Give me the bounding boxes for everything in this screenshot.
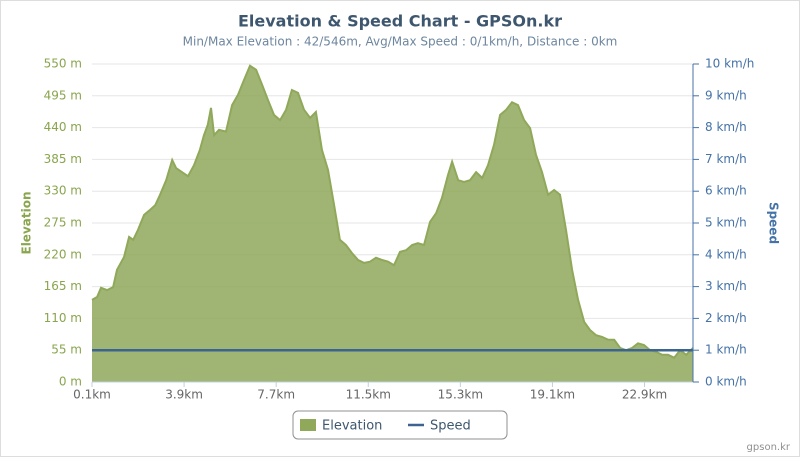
y2-tick-label: 8 km/h	[705, 120, 747, 134]
elevation-line	[91, 64, 694, 359]
x-tick-label: 19.1km	[530, 388, 575, 402]
y2-tick-label: 5 km/h	[705, 216, 747, 230]
y-tick-label: 165 m	[44, 279, 82, 293]
y2-axis-title: Speed	[767, 202, 781, 244]
y-tick-label: 275 m	[44, 216, 82, 230]
y-tick-label: 0 m	[59, 375, 82, 389]
y2-tick-label: 0 km/h	[705, 375, 747, 389]
y2-tick-label: 10 km/h	[705, 57, 754, 71]
y-tick-label: 220 m	[44, 247, 82, 261]
legend-label: Speed	[430, 419, 471, 434]
y2-tick-label: 9 km/h	[705, 88, 747, 102]
legend-label: Elevation	[322, 419, 382, 434]
legend-box	[292, 410, 508, 440]
elevation-area	[92, 65, 693, 382]
x-tick-label: 0.1km	[73, 388, 111, 402]
legend-symbol	[300, 419, 316, 431]
y-tick-label: 110 m	[44, 311, 82, 325]
y2-tick-label: 3 km/h	[705, 279, 747, 293]
y-tick-label: 495 m	[44, 88, 82, 102]
x-tick-label: 15.3km	[438, 388, 483, 402]
chart-title: Elevation & Speed Chart - GPSOn.kr	[238, 12, 562, 31]
y-tick-label: 440 m	[44, 120, 82, 134]
y2-tick-label: 4 km/h	[705, 247, 747, 261]
x-tick-label: 11.5km	[346, 388, 391, 402]
y2-tick-label: 1 km/h	[705, 343, 747, 357]
x-tick-label: 22.9km	[622, 388, 667, 402]
y2-tick-label: 6 km/h	[705, 184, 747, 198]
y2-tick-label: 7 km/h	[705, 152, 747, 166]
x-tick-label: 3.9km	[165, 388, 203, 402]
y-axis-title: Elevation	[20, 191, 34, 254]
y-tick-label: 550 m	[44, 57, 82, 71]
y-tick-label: 385 m	[44, 152, 82, 166]
y-tick-label: 330 m	[44, 184, 82, 198]
y-tick-label: 55 m	[51, 343, 82, 357]
y2-tick-label: 2 km/h	[705, 311, 747, 325]
credits: gpson.kr	[747, 442, 791, 453]
x-tick-label: 7.7km	[257, 388, 295, 402]
chart-subtitle: Min/Max Elevation : 42/546m, Avg/Max Spe…	[183, 35, 618, 49]
